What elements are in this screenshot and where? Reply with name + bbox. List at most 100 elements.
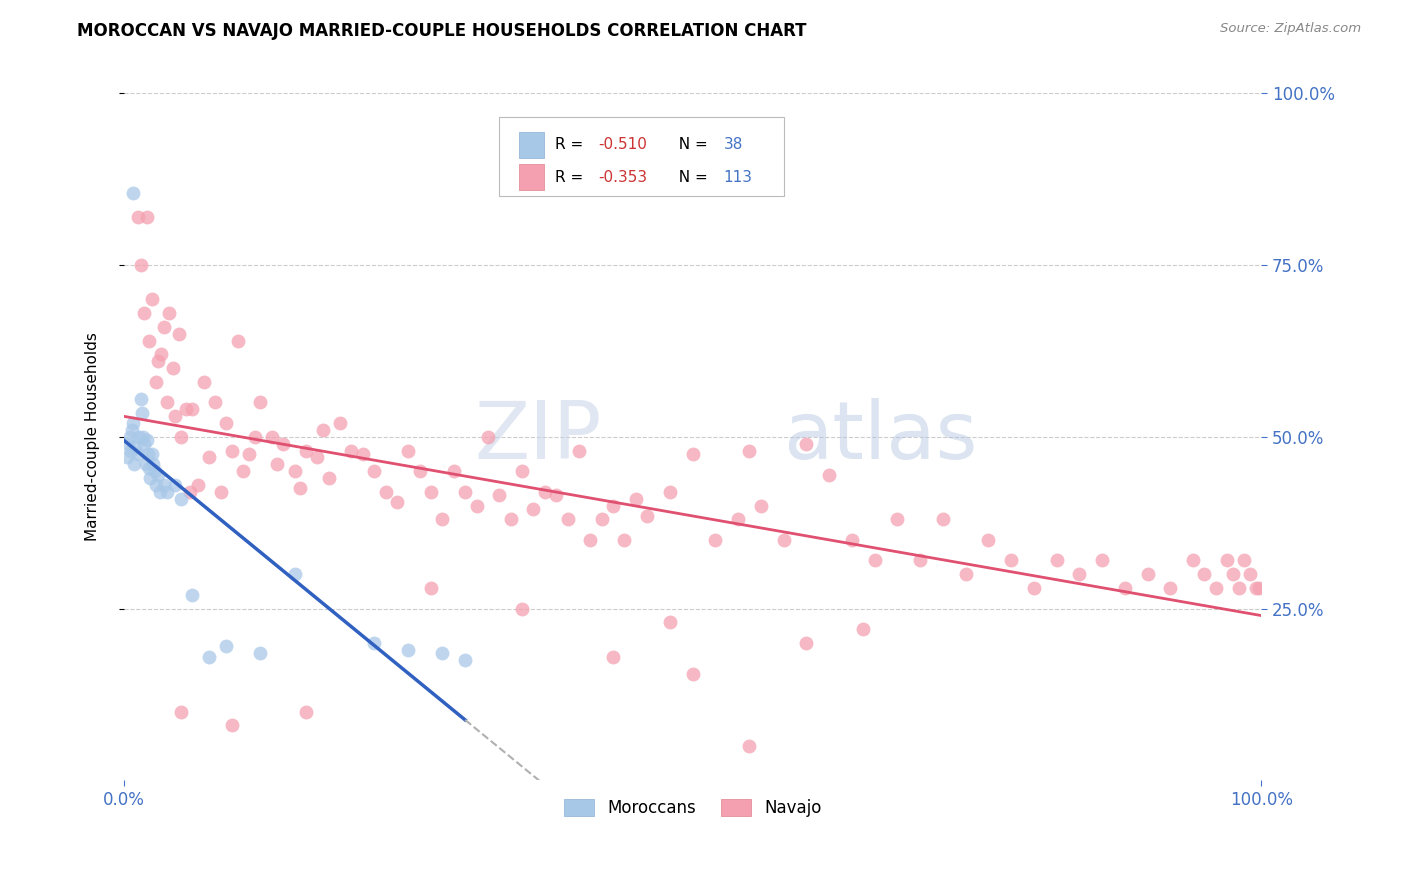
Point bbox=[283, 567, 305, 582]
Point bbox=[152, 320, 174, 334]
Point bbox=[522, 502, 544, 516]
Point bbox=[818, 467, 841, 482]
Point bbox=[1222, 567, 1244, 582]
Point bbox=[329, 416, 352, 430]
Text: Source: ZipAtlas.com: Source: ZipAtlas.com bbox=[1220, 22, 1361, 36]
Point bbox=[1247, 581, 1270, 595]
Point bbox=[886, 512, 908, 526]
Point bbox=[738, 443, 761, 458]
Point bbox=[136, 447, 159, 461]
Point bbox=[363, 636, 385, 650]
Point bbox=[131, 406, 153, 420]
FancyBboxPatch shape bbox=[499, 118, 783, 196]
Point bbox=[307, 450, 329, 465]
Point bbox=[1244, 581, 1267, 595]
Y-axis label: Married-couple Households: Married-couple Households bbox=[86, 333, 100, 541]
Point bbox=[796, 436, 818, 450]
Point bbox=[117, 436, 139, 450]
Point bbox=[420, 581, 443, 595]
Point bbox=[1069, 567, 1091, 582]
Point bbox=[579, 533, 602, 547]
Point bbox=[152, 478, 174, 492]
Point bbox=[117, 450, 139, 465]
Point bbox=[738, 739, 761, 753]
Point bbox=[129, 258, 152, 272]
Point bbox=[1205, 581, 1227, 595]
Point bbox=[352, 447, 374, 461]
Point bbox=[295, 443, 318, 458]
Point bbox=[1114, 581, 1136, 595]
Point bbox=[499, 512, 522, 526]
Point bbox=[1159, 581, 1181, 595]
Point bbox=[488, 488, 510, 502]
Point bbox=[215, 640, 238, 654]
Point bbox=[385, 495, 408, 509]
Point bbox=[557, 512, 579, 526]
Point bbox=[146, 354, 169, 368]
Point bbox=[1227, 581, 1250, 595]
Point bbox=[1182, 553, 1205, 567]
Point bbox=[454, 653, 477, 667]
Point bbox=[122, 416, 145, 430]
Point bbox=[128, 430, 150, 444]
Point bbox=[1091, 553, 1114, 567]
Point bbox=[408, 464, 430, 478]
Point bbox=[682, 666, 704, 681]
Point bbox=[135, 434, 157, 448]
Point bbox=[636, 508, 658, 523]
Point bbox=[432, 646, 454, 660]
Point bbox=[142, 458, 165, 472]
Point bbox=[215, 416, 238, 430]
Point bbox=[221, 718, 243, 732]
Text: -0.353: -0.353 bbox=[598, 169, 647, 185]
FancyBboxPatch shape bbox=[519, 164, 544, 190]
Point bbox=[122, 458, 145, 472]
Point bbox=[658, 615, 681, 630]
Point bbox=[238, 447, 260, 461]
Point bbox=[156, 395, 179, 409]
Point bbox=[121, 423, 143, 437]
Point bbox=[1000, 553, 1022, 567]
Point bbox=[145, 375, 167, 389]
Point bbox=[602, 499, 624, 513]
Point bbox=[1045, 553, 1067, 567]
Point bbox=[533, 484, 555, 499]
Point bbox=[124, 440, 146, 454]
Text: N =: N = bbox=[669, 169, 713, 185]
Point bbox=[955, 567, 977, 582]
Point bbox=[209, 484, 232, 499]
Point bbox=[465, 499, 488, 513]
Point bbox=[134, 436, 156, 450]
Point bbox=[727, 512, 749, 526]
Point bbox=[122, 186, 145, 200]
Point bbox=[658, 484, 681, 499]
Legend: Moroccans, Navajo: Moroccans, Navajo bbox=[557, 792, 828, 823]
Point bbox=[1239, 567, 1261, 582]
Text: 113: 113 bbox=[723, 169, 752, 185]
Point bbox=[796, 636, 818, 650]
Point bbox=[340, 443, 363, 458]
Text: MOROCCAN VS NAVAJO MARRIED-COUPLE HOUSEHOLDS CORRELATION CHART: MOROCCAN VS NAVAJO MARRIED-COUPLE HOUSEH… bbox=[77, 22, 807, 40]
Text: atlas: atlas bbox=[783, 398, 979, 475]
Point bbox=[139, 471, 162, 485]
Point bbox=[226, 334, 249, 348]
Point bbox=[198, 649, 221, 664]
Point bbox=[165, 409, 187, 424]
Point bbox=[157, 306, 180, 320]
Point bbox=[271, 436, 294, 450]
Point bbox=[146, 467, 169, 482]
Point bbox=[198, 450, 221, 465]
Point bbox=[1216, 553, 1239, 567]
Point bbox=[863, 553, 886, 567]
Point bbox=[127, 210, 149, 224]
Point bbox=[221, 443, 243, 458]
Point bbox=[477, 430, 499, 444]
Point bbox=[145, 478, 167, 492]
Point bbox=[295, 705, 318, 719]
Point bbox=[176, 402, 198, 417]
Point bbox=[363, 464, 385, 478]
Point bbox=[141, 447, 163, 461]
Text: N =: N = bbox=[669, 137, 713, 153]
Point bbox=[932, 512, 955, 526]
Point bbox=[138, 334, 160, 348]
